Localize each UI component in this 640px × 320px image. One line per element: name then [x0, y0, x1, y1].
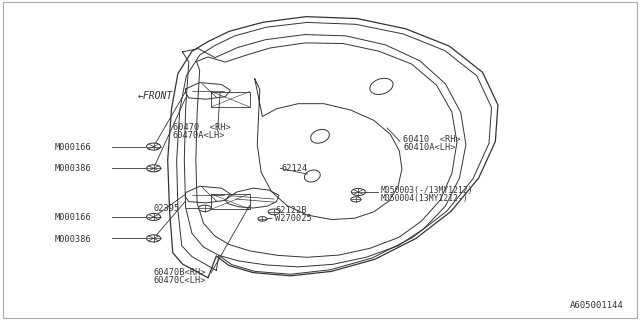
Text: ←FRONT: ←FRONT: [138, 91, 173, 101]
Text: 60470C<LH>: 60470C<LH>: [154, 276, 206, 285]
Text: 62124: 62124: [282, 164, 308, 173]
Circle shape: [351, 197, 361, 202]
Circle shape: [147, 213, 161, 220]
Text: M000166: M000166: [54, 213, 91, 222]
Text: M000386: M000386: [54, 164, 91, 173]
Text: 02395: 02395: [154, 204, 180, 213]
Circle shape: [268, 209, 280, 215]
Text: A605001144: A605001144: [570, 301, 624, 310]
Text: M050004(13MY1212-): M050004(13MY1212-): [381, 194, 468, 203]
Text: 62122B: 62122B: [275, 206, 307, 215]
Circle shape: [258, 217, 267, 221]
Text: 60470B<RH>: 60470B<RH>: [154, 268, 206, 277]
Text: M050003(-/13MY1212): M050003(-/13MY1212): [381, 186, 474, 195]
Bar: [211, 194, 250, 209]
Text: M000386: M000386: [54, 235, 91, 244]
Text: 60410A<LH>: 60410A<LH>: [403, 143, 456, 152]
Text: 60470  <RH>: 60470 <RH>: [173, 124, 230, 132]
Text: W270025: W270025: [275, 214, 312, 223]
Text: 60470A<LH>: 60470A<LH>: [173, 132, 225, 140]
Text: 60410  <RH>: 60410 <RH>: [403, 135, 461, 144]
Circle shape: [147, 143, 161, 150]
Text: M000166: M000166: [54, 143, 91, 152]
Circle shape: [198, 205, 211, 212]
Bar: [211, 92, 250, 107]
Circle shape: [147, 235, 161, 242]
Circle shape: [147, 165, 161, 172]
Circle shape: [351, 188, 365, 196]
